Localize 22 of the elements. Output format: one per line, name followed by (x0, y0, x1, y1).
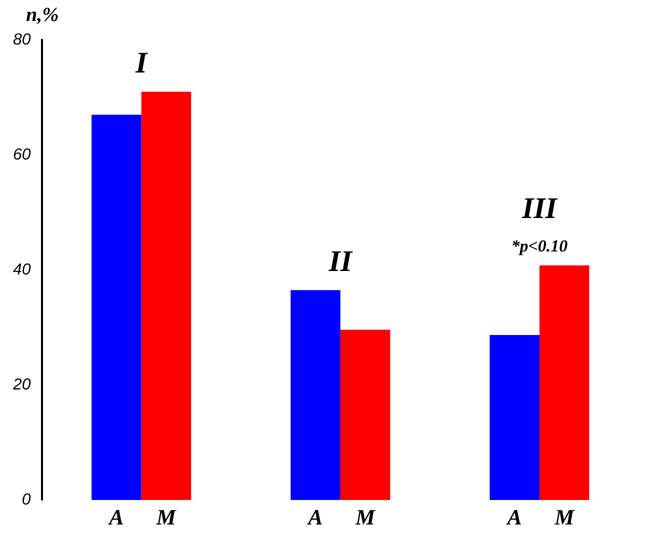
series-label: M (155, 504, 178, 530)
y-tick-label: 60 (13, 146, 31, 164)
bar (141, 92, 192, 500)
annotation: *p<0.10 (511, 236, 568, 256)
y-tick-label: 0 (22, 491, 31, 508)
text: M (356, 504, 376, 530)
text: M (554, 504, 574, 530)
y-tick-label: 20 (12, 376, 31, 394)
bar (340, 330, 390, 500)
x-tick-label: III (520, 192, 558, 226)
text: A (507, 504, 522, 530)
x-tick-label: II (328, 244, 354, 278)
bar (490, 334, 540, 500)
bar (290, 290, 340, 500)
bar (92, 114, 142, 500)
y-tick-label: 80 (13, 31, 31, 48)
y-tick-label: 40 (13, 261, 31, 278)
series-label: A (107, 504, 124, 530)
x-tick-label: I (134, 46, 148, 80)
y-axis-title: n,% (26, 4, 59, 26)
bar (539, 265, 590, 500)
text: A (308, 504, 323, 530)
